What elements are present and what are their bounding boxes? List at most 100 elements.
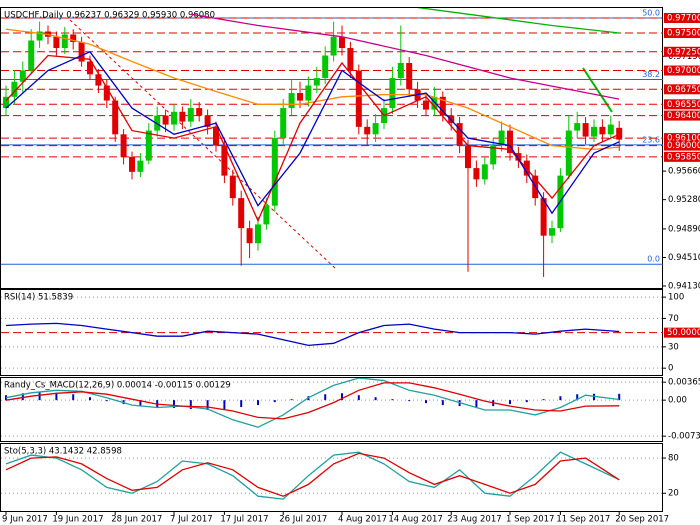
candle-body	[246, 228, 253, 244]
x-tick-label: 1 Sep 2017	[506, 515, 554, 525]
candle-body	[70, 34, 77, 43]
panel-title: Randy_Cs_MACD(12,26,9) 0.00014 -0.00115 …	[4, 381, 231, 391]
candle-body	[540, 198, 547, 236]
candle-body	[389, 78, 396, 109]
panel-title: USDCHF,Daily 0.96237 0.96329 0.95930 0.9…	[4, 11, 215, 21]
candle-body	[406, 63, 413, 90]
panel-title: RSI(14) 51.5839	[4, 293, 73, 303]
y-tick-label: 20	[668, 489, 679, 499]
candle-body	[423, 100, 429, 110]
y-tick-label: 0.97190	[668, 52, 700, 62]
candle-body	[490, 145, 497, 165]
candle-body	[11, 81, 18, 97]
candle-body	[263, 205, 270, 225]
candle-body	[297, 93, 303, 101]
candle-body	[465, 145, 471, 169]
series-line	[190, 13, 620, 100]
level-label-box	[664, 140, 700, 151]
candle-body	[162, 115, 169, 125]
candle-body	[129, 156, 135, 172]
level-label-box	[664, 151, 700, 162]
level-label: 0.95850	[667, 152, 700, 162]
level-label-box	[664, 110, 700, 121]
candle-body	[213, 126, 219, 146]
candle-body	[498, 130, 505, 146]
candle-body	[439, 96, 446, 116]
y-tick-label: 0.94890	[668, 224, 700, 234]
candle-body	[95, 74, 102, 86]
series-line	[5, 50, 620, 215]
candle-body	[549, 228, 555, 236]
y-tick-label: 0	[668, 364, 673, 374]
x-tick-label: 19 Jun 2017	[52, 515, 103, 525]
y-tick-label: -0.00731	[668, 432, 700, 442]
level-label: 0.97700	[667, 13, 700, 23]
series-line	[5, 28, 620, 151]
candle-body	[574, 123, 581, 131]
candle-body	[78, 42, 85, 62]
level-label: 0.96400	[667, 111, 700, 121]
level-label: 0.96100	[667, 134, 700, 144]
candle-body	[187, 108, 194, 122]
level-label: 0.96000	[667, 141, 700, 151]
candle-body	[313, 78, 320, 86]
candle-body	[53, 36, 60, 49]
y-tick-label: 100	[668, 293, 684, 303]
candle-body	[364, 126, 371, 135]
series-line	[5, 451, 620, 500]
candle-body	[372, 123, 379, 135]
candle-body	[515, 153, 522, 161]
candle-body	[120, 134, 127, 157]
level-label-box	[664, 327, 700, 338]
x-tick-label: 26 Jul 2017	[279, 515, 327, 525]
candle-body	[347, 48, 354, 71]
fib-label: 0.0	[647, 255, 660, 264]
candle-body	[255, 224, 261, 244]
candle-body	[582, 123, 589, 137]
x-tick-label: 23 Aug 2017	[447, 515, 501, 525]
panel-title: Sto(5,3,3) 43.1432 42.8598	[4, 447, 122, 457]
candle-body	[271, 138, 278, 206]
level-label-box	[664, 133, 700, 144]
candle-body	[355, 70, 362, 127]
fib-label: 50.0	[642, 8, 660, 17]
level-label-box	[664, 84, 700, 95]
candle-body	[481, 164, 488, 180]
y-tick-label: 80	[668, 454, 679, 464]
fib-label: 23.6	[642, 135, 660, 144]
y-tick-label: 0.00	[668, 396, 687, 406]
candle-body	[305, 85, 312, 101]
fib-label: 38.2	[642, 70, 660, 79]
level-label: 0.96750	[667, 85, 700, 95]
y-tick-label: 30	[668, 342, 679, 352]
candle-body	[322, 55, 329, 79]
candle-body	[204, 115, 211, 127]
candle-body	[137, 160, 144, 172]
series-line	[5, 54, 620, 223]
x-tick-label: 11 Sep 2017	[556, 515, 610, 525]
x-tick-label: 9 Jun 2017	[2, 515, 48, 525]
level-label: 0.97250	[667, 47, 700, 57]
level-label-box	[664, 27, 700, 38]
candle-body	[431, 96, 438, 110]
level-label-box	[664, 65, 700, 76]
series-line	[5, 322, 620, 347]
candle-body	[591, 126, 597, 137]
candle-body	[221, 145, 228, 176]
trend-line	[69, 19, 336, 269]
y-tick-label: 0.00365	[668, 378, 700, 388]
y-tick-label: 0.95660	[668, 167, 700, 177]
candle-body	[607, 124, 614, 135]
candle-body	[28, 40, 35, 71]
x-tick-label: 14 Aug 2017	[388, 515, 442, 525]
candle-body	[616, 127, 623, 140]
series-line	[5, 382, 620, 420]
candle-body	[238, 198, 245, 229]
x-tick-label: 20 Sep 2017	[615, 515, 669, 525]
candle-body	[280, 108, 287, 139]
level-label-box	[664, 46, 700, 57]
x-tick-label: 17 Jul 2017	[220, 515, 268, 525]
x-tick-label: 28 Jun 2017	[111, 515, 162, 525]
y-tick-label: 0.94510	[668, 253, 700, 263]
